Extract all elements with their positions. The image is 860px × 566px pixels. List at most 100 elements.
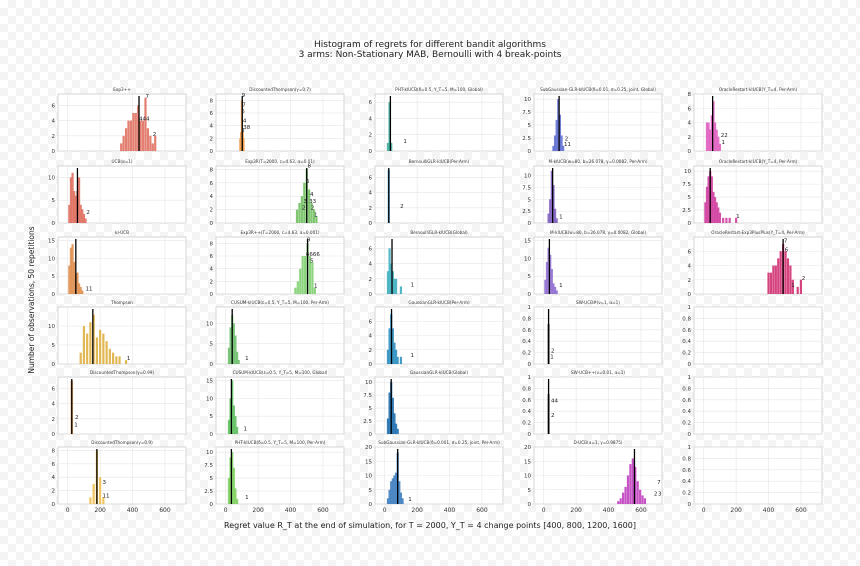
histogram-bar <box>396 356 399 364</box>
subplot-title: SubGaussian-GLR-klUCB(δ=0.01, σ=0.25, jo… <box>540 87 656 92</box>
histogram-bar <box>626 475 630 504</box>
count-annotation: 6 <box>306 179 310 185</box>
histogram-bar <box>81 290 84 294</box>
y-tick-label: 5 <box>369 488 373 494</box>
y-tick-label: 0 <box>52 221 56 227</box>
histogram-bar <box>92 314 95 364</box>
histogram-bar <box>386 271 390 294</box>
y-tick-label: 2 <box>210 279 214 285</box>
y-tick-label: 6 <box>52 462 56 468</box>
y-tick-label: 0 <box>528 221 532 227</box>
plot-area <box>57 446 187 505</box>
count-annotation: 1 <box>736 214 740 220</box>
subplot-title: UCB(α=1) <box>111 159 132 164</box>
y-tick-label: 2.5 <box>682 208 691 214</box>
count-annotation: 1 <box>791 283 795 289</box>
x-tick-label: 600 <box>476 507 488 514</box>
count-annotation: 33 <box>309 199 316 205</box>
y-tick-label: 5 <box>52 198 56 204</box>
y-tick-label: 2 <box>688 135 692 141</box>
subplot-6: 0 5 10 UCB(α=1) 2 <box>48 159 187 227</box>
y-tick-label: 0.4 <box>682 479 691 485</box>
histogram-bar <box>712 101 715 151</box>
y-tick-label: 0.4 <box>522 409 531 415</box>
subplot-title: CUSUM-klUCB(ε=0.5, Υ_T=5, M=100, Global) <box>233 370 328 375</box>
count-annotation: 6666 <box>306 252 320 258</box>
histogram-bar <box>777 258 780 294</box>
histogram-bar <box>95 337 98 364</box>
histogram-bar <box>68 265 71 294</box>
subplot-12: 0 2 4 6 8 Exp3R++(T=2000, c=4.63, α=0.001) 9 66… <box>210 230 345 298</box>
histogram-bar <box>712 191 715 223</box>
count-annotation: 11 <box>86 286 93 292</box>
histogram-bar <box>636 481 639 504</box>
y-tick-label: 7.5 <box>522 185 531 191</box>
subplot-title: M-klUCB(w=80, b=26.078, γ=0.0082, Per-Ar… <box>549 159 648 164</box>
histogram-bar <box>118 356 121 364</box>
count-annotation: 7 <box>242 103 246 109</box>
count-annotation: 4 <box>310 192 314 198</box>
x-tick-label: 0 <box>66 507 70 514</box>
histogram-bar <box>227 419 231 434</box>
count-annotation: 11 <box>103 493 110 499</box>
y-tick-label: 5 <box>210 414 214 420</box>
histogram-bar <box>86 333 89 364</box>
subplot-17: 0 5 10 CUSUM-klUCB(ε=0.5, Υ_T=5, M=100, Per… <box>206 300 345 368</box>
histogram-bar <box>799 279 803 294</box>
histogram-bar <box>300 196 303 223</box>
histogram-bar <box>772 265 775 294</box>
y-tick-label: 2 <box>369 277 373 283</box>
y-tick-label: 0.4 <box>522 339 531 345</box>
y-tick-label: 6 <box>52 103 56 109</box>
y-tick-label: 0.4 <box>682 339 691 345</box>
histogram-bar <box>102 497 105 504</box>
subplot-title: SW-UCB++(ν=0.01, α=1) <box>571 370 625 375</box>
histogram-bar <box>73 261 76 294</box>
y-tick-label: 1 <box>528 375 532 381</box>
y-tick-label: 15 <box>524 459 531 465</box>
histogram-bar <box>308 256 312 294</box>
histogram-bar <box>151 143 154 151</box>
y-tick-label: 10 <box>524 474 531 480</box>
histogram-bar <box>304 256 307 294</box>
y-tick-label: 0.2 <box>522 351 531 357</box>
y-tick-label: 0.4 <box>682 409 691 415</box>
y-tick-label: 0 <box>52 149 56 155</box>
y-tick-label: 10 <box>365 474 372 480</box>
histogram-bar <box>299 268 302 294</box>
histogram-bar <box>789 265 792 294</box>
y-tick-label: 0.6 <box>522 398 531 404</box>
histogram-bar <box>779 251 782 294</box>
y-tick-label: 15 <box>365 459 372 465</box>
subplot-26: 0 2 4 6 8 DiscountedThompson(γ=0.9) 3 11 0 200 400… <box>52 440 187 514</box>
count-annotation: 7 <box>657 480 661 486</box>
histogram-bar <box>229 398 232 434</box>
histogram-bar <box>312 209 316 223</box>
y-tick-label: 7.5 <box>522 110 531 116</box>
plot-area <box>215 93 345 152</box>
y-tick-label: 4 <box>210 124 214 130</box>
histogram-bar <box>388 392 391 434</box>
histogram-bar <box>154 135 157 151</box>
y-tick-label: 0.8 <box>682 456 691 462</box>
subplot-title: BernoulliGLR-klUCB(Per-Arm) <box>409 159 470 164</box>
y-tick-label: 0 <box>528 149 532 155</box>
histogram-bar <box>634 466 637 504</box>
histogram-bar <box>722 217 725 223</box>
y-tick-label: 0 <box>688 502 692 508</box>
count-annotation: 22 <box>721 133 728 139</box>
histogram-bar <box>394 278 398 294</box>
histogram-bar <box>560 135 563 151</box>
y-tick-label: 20 <box>524 445 531 451</box>
y-tick-label: 8 <box>688 92 692 98</box>
y-tick-label: 10 <box>524 174 531 180</box>
histogram-bar <box>120 143 123 151</box>
y-tick-label: 10 <box>48 324 55 330</box>
count-annotation: 3 <box>241 128 245 134</box>
y-tick-label: 2 <box>369 348 373 354</box>
count-annotation: 1 <box>403 139 407 145</box>
histogram-bar <box>68 204 71 223</box>
histogram-bar <box>298 202 301 223</box>
y-tick-label: 0 <box>210 149 214 155</box>
